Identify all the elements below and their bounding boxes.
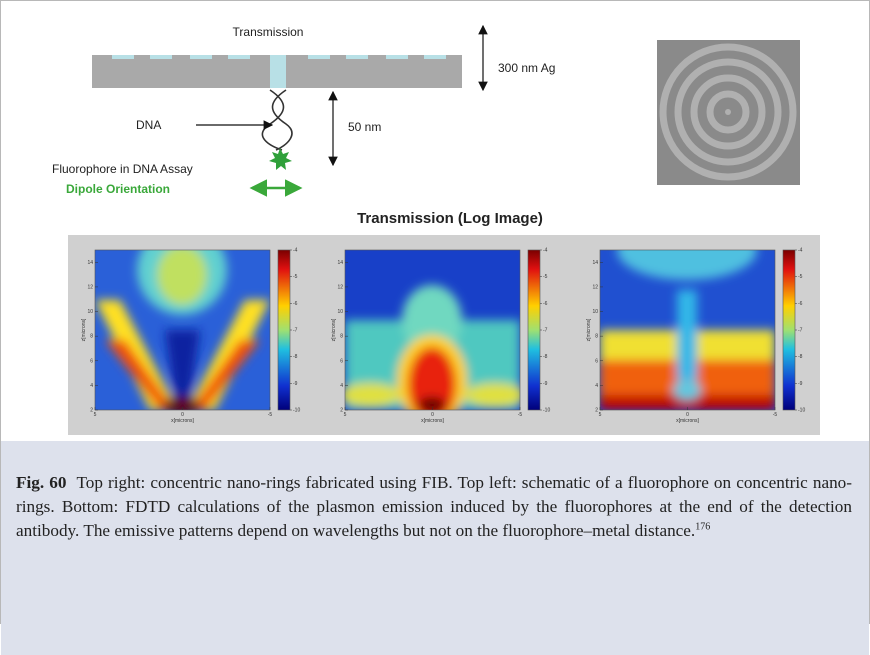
caption-text: Top right: concentric nano-rings fabrica…	[16, 473, 852, 540]
colorbar-tick-label: -5	[293, 274, 298, 280]
y-tick-label: 8	[340, 334, 343, 340]
transmission-label: Transmission	[233, 25, 304, 39]
x-axis-label: x[microns]	[171, 418, 194, 424]
y-tick-label: 6	[340, 358, 343, 364]
y-tick-label: 12	[337, 284, 343, 290]
colorbar-tick-label: -7	[543, 328, 548, 334]
heatmap-panel: 2 4 6 8 10 12 14 5 0 -5 -4 -5 -6 -7 -8 -9 -10 z[microns] x…	[331, 248, 550, 425]
y-tick-label: 6	[595, 358, 598, 364]
figure: Transmission 300 nm Ag DNA 50 nm Fluorop…	[52, 24, 820, 435]
x-tick-label: 5	[94, 412, 97, 418]
y-tick-label: 14	[87, 260, 93, 266]
heatmap-panel: 2 4 6 8 10 12 14 5 0 -5 -4 -5 -6 -7 -8 -9 -10 z[microns] x…	[81, 248, 300, 425]
colorbar-tick-label: -5	[543, 274, 548, 280]
caption-label: Fig. 60	[16, 473, 67, 492]
colorbar-tick-label: -10	[798, 408, 805, 414]
colorbar-tick-label: -4	[798, 248, 803, 254]
caption: Fig. 60 Top right: concentric nano-rings …	[1, 441, 869, 655]
heatmap	[345, 250, 520, 410]
x-axis-label: x[microns]	[676, 418, 699, 424]
thickness-label: 300 nm Ag	[498, 61, 555, 75]
colorbar	[527, 249, 541, 411]
y-tick-label: 6	[90, 358, 93, 364]
heatmap-panel: 2 4 6 8 10 12 14 5 0 -5 -4 -5 -6 -7 -8 -9 -10 z[microns] x…	[586, 248, 805, 425]
y-tick-label: 10	[87, 309, 93, 315]
fluorophore-label: Fluorophore in DNA Assay	[52, 162, 193, 176]
y-tick-label: 8	[595, 334, 598, 340]
x-tick-label: 5	[344, 412, 347, 418]
colorbar-tick-label: -6	[798, 301, 803, 307]
colorbar-tick-label: -10	[293, 408, 300, 414]
x-tick-label: 0	[686, 412, 689, 418]
colorbar-tick-label: -8	[543, 354, 548, 360]
y-tick-label: 14	[592, 260, 598, 266]
x-tick-label: 5	[599, 412, 602, 418]
colorbar-tick-label: -4	[293, 248, 298, 254]
distance-label: 50 nm	[348, 120, 381, 134]
y-tick-label: 14	[337, 260, 343, 266]
colorbar-tick-label: -10	[543, 408, 550, 414]
x-tick-label: -5	[773, 412, 778, 418]
x-tick-label: -5	[268, 412, 273, 418]
x-tick-label: -5	[518, 412, 523, 418]
heatmap	[600, 250, 775, 410]
y-tick-label: 10	[592, 309, 598, 315]
y-tick-label: 2	[340, 408, 343, 414]
colorbar-tick-label: -8	[798, 354, 803, 360]
y-axis-label: z[microns]	[331, 318, 337, 341]
colorbar-tick-label: -5	[798, 274, 803, 280]
y-tick-label: 4	[90, 383, 93, 389]
y-tick-label: 10	[337, 309, 343, 315]
caption-ref: 176	[695, 521, 711, 533]
y-tick-label: 8	[90, 334, 93, 340]
y-tick-label: 2	[90, 408, 93, 414]
y-tick-label: 2	[595, 408, 598, 414]
colorbar-tick-label: -6	[293, 301, 298, 307]
fluorophore	[269, 148, 292, 170]
y-tick-label: 12	[87, 284, 93, 290]
y-tick-label: 4	[340, 383, 343, 389]
y-axis-label: z[microns]	[586, 318, 592, 341]
colorbar	[782, 249, 796, 411]
x-axis-label: x[microns]	[421, 418, 444, 424]
y-tick-label: 12	[592, 284, 598, 290]
heatmap-title: Transmission (Log Image)	[357, 210, 543, 227]
x-tick-label: 0	[181, 412, 184, 418]
colorbar-tick-label: -6	[543, 301, 548, 307]
colorbar-tick-label: -7	[798, 328, 803, 334]
dna-helix	[261, 89, 293, 151]
colorbar-tick-label: -9	[293, 381, 298, 387]
colorbar-tick-label: -7	[293, 328, 298, 334]
dipole-label: Dipole Orientation	[66, 182, 170, 196]
ring-center	[725, 109, 731, 115]
heatmap	[95, 250, 270, 410]
dna-label: DNA	[136, 118, 161, 132]
slits	[112, 55, 446, 88]
y-tick-label: 4	[595, 383, 598, 389]
colorbar	[277, 249, 291, 411]
colorbar-tick-label: -9	[543, 381, 548, 387]
rings	[659, 43, 797, 181]
y-axis-label: z[microns]	[81, 318, 87, 341]
colorbar-tick-label: -8	[293, 354, 298, 360]
colorbar-tick-label: -9	[798, 381, 803, 387]
x-tick-label: 0	[431, 412, 434, 418]
colorbar-tick-label: -4	[543, 248, 548, 254]
